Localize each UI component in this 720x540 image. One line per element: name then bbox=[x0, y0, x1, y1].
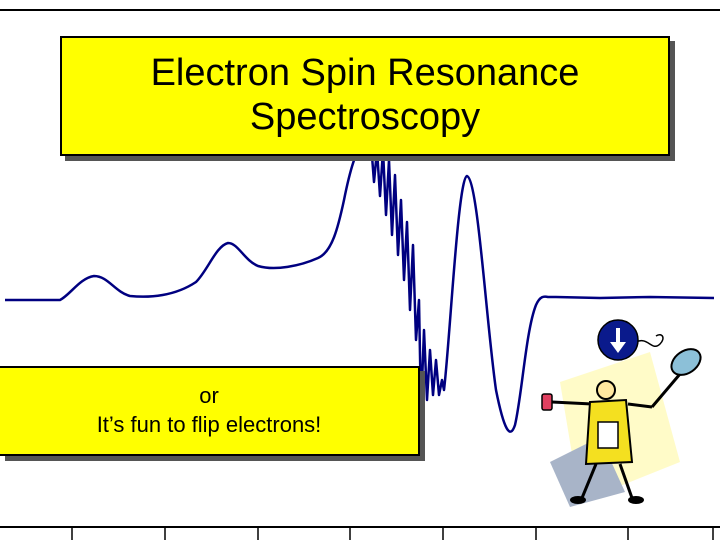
mascot-head bbox=[596, 380, 616, 400]
mascot-left-shoe bbox=[570, 496, 586, 504]
title-box: Electron Spin Resonance Spectroscopy bbox=[60, 36, 670, 156]
subtitle-box: or It’s fun to flip electrons! bbox=[0, 366, 420, 456]
subtitle-line-2: It’s fun to flip electrons! bbox=[96, 412, 322, 437]
arrow-down-icon bbox=[597, 319, 639, 361]
racket-icon bbox=[650, 348, 702, 408]
mascot-left-arm bbox=[551, 400, 593, 406]
subtitle-line-1: or bbox=[199, 383, 219, 409]
esr-spectrum-trace bbox=[5, 128, 715, 433]
badge-string bbox=[635, 333, 664, 347]
mascot-apron bbox=[597, 421, 619, 449]
flask-icon bbox=[541, 393, 553, 411]
axis-ticks bbox=[71, 527, 714, 540]
mascot-right-arm bbox=[627, 402, 653, 409]
mascot-left-leg bbox=[580, 463, 598, 499]
title-line-1: Electron Spin Resonance bbox=[150, 52, 580, 95]
scientist-mascot-icon bbox=[541, 319, 702, 507]
mascot-right-shoe bbox=[628, 496, 644, 504]
mascot-right-leg bbox=[618, 463, 634, 499]
title-line-2: Spectroscopy bbox=[249, 96, 481, 138]
